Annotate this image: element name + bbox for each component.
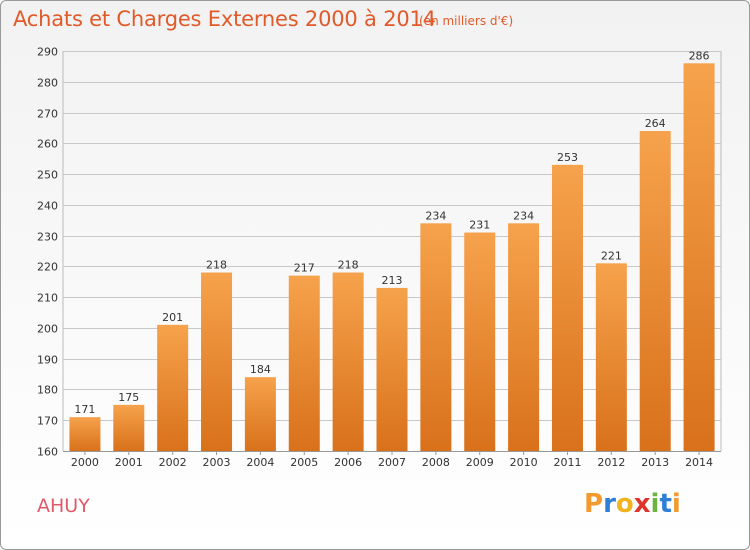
y-tick-label: 250 <box>37 169 58 182</box>
x-tick-label-2004: 2004 <box>246 456 274 469</box>
bars <box>69 63 715 452</box>
y-tick-label: 290 <box>37 46 58 59</box>
logo-letter: x <box>633 489 651 519</box>
data-label-2013: 264 <box>645 117 666 130</box>
y-tick-label: 220 <box>37 261 58 274</box>
data-label-2008: 234 <box>425 209 446 222</box>
x-tick-label-2006: 2006 <box>334 456 362 469</box>
bar-2012 <box>595 263 627 451</box>
data-label-2001: 175 <box>118 391 139 404</box>
x-tick-label-2014: 2014 <box>685 456 713 469</box>
y-tick-label: 210 <box>37 292 58 305</box>
y-tick-label: 240 <box>37 200 58 213</box>
logo-letter: i <box>671 489 681 519</box>
x-tick-label-2001: 2001 <box>115 456 143 469</box>
commune-name: AHUY <box>37 495 90 517</box>
x-tick-label-2009: 2009 <box>466 456 494 469</box>
x-tick-label-2008: 2008 <box>422 456 450 469</box>
y-tick-label: 190 <box>37 354 58 367</box>
bar-2008 <box>420 223 452 451</box>
data-label-2010: 234 <box>513 209 534 222</box>
bar-2010 <box>508 223 540 451</box>
data-label-2002: 201 <box>162 311 183 324</box>
y-tick-label: 160 <box>37 446 58 459</box>
data-label-2007: 213 <box>382 274 403 287</box>
data-label-2006: 218 <box>338 259 359 272</box>
data-label-2009: 231 <box>469 219 490 232</box>
x-axis: 2000 2001 2002 2003 2004 2005 2006 2007 2008 2009… <box>63 451 721 469</box>
x-tick-label-2007: 2007 <box>378 456 406 469</box>
x-tick-label-2005: 2005 <box>290 456 318 469</box>
logo-letter: r <box>603 489 616 519</box>
bar-2001 <box>113 404 145 451</box>
data-label-2014: 286 <box>689 49 710 62</box>
bar-2006 <box>332 272 364 451</box>
y-tick-label: 270 <box>37 108 58 121</box>
data-label-2005: 217 <box>294 262 315 275</box>
logo-letter: o <box>615 489 634 519</box>
proxiti-logo: Proxiti <box>584 489 681 519</box>
bar-2011 <box>551 164 583 451</box>
data-label-2012: 221 <box>601 249 622 262</box>
data-label-2000: 171 <box>74 403 95 416</box>
y-tick-label: 280 <box>37 77 58 90</box>
y-tick-label: 260 <box>37 138 58 151</box>
logo-letter: t <box>659 489 672 519</box>
bar-2005 <box>288 275 320 451</box>
data-label-2011: 253 <box>557 151 578 164</box>
data-label-2003: 218 <box>206 259 227 272</box>
x-tick-label-2003: 2003 <box>203 456 231 469</box>
bar-2013 <box>639 131 671 451</box>
bar-2003 <box>201 272 233 451</box>
logo-letter: P <box>584 489 604 519</box>
y-tick-label: 200 <box>37 323 58 336</box>
bar-2000 <box>69 417 101 451</box>
bar-2009 <box>464 232 496 451</box>
bar-2014 <box>683 63 715 452</box>
y-axis: 160 170 180 190 200 210 220 230 240 250 260 270 280 2… <box>37 46 58 459</box>
bar-2002 <box>157 324 189 451</box>
x-tick-label-2010: 2010 <box>510 456 538 469</box>
x-tick-label-2013: 2013 <box>641 456 669 469</box>
data-label-2004: 184 <box>250 363 271 376</box>
chart-title: Achats et Charges Externes 2000 à 2014 <box>13 7 436 31</box>
x-tick-label-2000: 2000 <box>71 456 99 469</box>
data-labels: 171 175 201 218 184 217 218 213 234 231 234 253 221 2… <box>74 49 709 416</box>
bar-2004 <box>244 377 276 451</box>
bar-2007 <box>376 287 408 451</box>
x-tick-label-2012: 2012 <box>597 456 625 469</box>
logo-letter: i <box>650 489 660 519</box>
y-tick-label: 230 <box>37 231 58 244</box>
x-tick-label-2002: 2002 <box>159 456 187 469</box>
y-tick-label: 180 <box>37 384 58 397</box>
chart-subtitle: (en milliers d'€) <box>419 14 514 28</box>
x-tick-label-2011: 2011 <box>553 456 581 469</box>
y-tick-label: 170 <box>37 415 58 428</box>
